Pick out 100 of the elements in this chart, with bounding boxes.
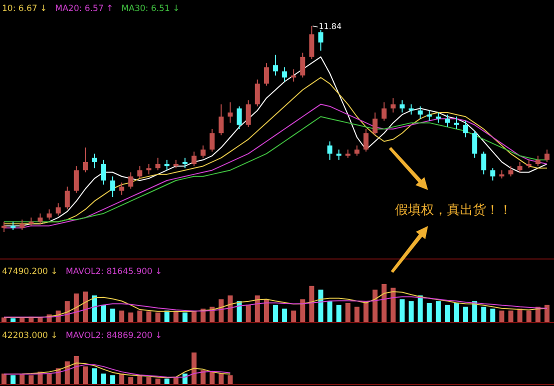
candlestick [318,30,324,52]
bar [309,286,314,322]
bar [110,308,116,322]
bar [10,375,16,384]
bar [218,374,224,384]
candlestick [192,151,197,167]
bar [354,306,360,322]
candlestick [218,104,224,136]
bar [82,366,88,384]
candlestick [74,166,79,194]
candlestick [200,144,206,158]
text: MAVOL2: 84869.200 ↓ [66,331,162,341]
bar [408,301,414,322]
candlestick [254,79,260,107]
candlestick [228,102,233,124]
bar [436,301,441,322]
candlestick [110,176,116,198]
candlestick [182,157,188,169]
candlestick [390,98,396,114]
bar [128,377,134,384]
bar [101,374,106,384]
bar [137,310,142,322]
bar [264,299,269,322]
candlestick [300,52,306,78]
bar [101,304,106,322]
bar [481,306,486,322]
bar [2,374,6,384]
candlestick [146,164,152,175]
candlestick [382,102,387,122]
candlestick [128,172,134,190]
candlestick [164,159,170,171]
candlestick [309,26,314,60]
candlestick [490,168,496,181]
candlestick [418,106,423,120]
text: MA30: 6.51 ↓ [121,4,180,14]
annotation: 假填权，真出货！！ [395,203,512,218]
bar [499,310,504,322]
bar [146,311,152,322]
bar [155,378,160,384]
text: MA20: 6.57 ↑ [55,4,114,14]
candlestick [82,147,88,173]
bar [74,294,79,322]
candlestick [372,112,378,136]
bar [155,312,160,322]
bar [92,368,97,384]
bar [128,312,134,322]
bar [463,306,468,322]
candlestick [327,140,332,160]
candlestick [282,66,288,82]
candlestick [354,144,360,156]
bar [20,374,25,384]
bar [28,375,34,384]
candlestick [2,221,6,232]
bar [82,292,88,322]
text: 10: 6.67 ↓ [2,4,48,14]
bar [472,301,478,322]
bar [372,290,378,322]
candlestick [246,100,251,128]
candlestick [38,212,43,224]
candlestick [119,182,124,196]
bar [318,290,324,322]
candlestick [264,62,269,86]
bar [46,374,52,384]
bar [400,299,405,322]
candlestick [210,128,215,152]
text: 42203.000 ↓ [2,331,58,341]
text: 47490.200 ↓ [2,267,58,277]
bar [110,375,116,384]
candlestick [436,112,441,124]
bar [426,303,432,322]
bar [282,308,288,322]
candlestick [463,120,468,138]
candlestick [364,128,368,152]
candlestick [101,159,106,186]
bar [228,295,233,322]
bar [508,310,514,322]
bar [119,374,124,384]
candlestick [56,202,61,216]
bar [544,304,550,322]
candlestick [236,106,242,130]
bar [210,372,215,384]
bar [192,352,197,384]
candlestick [454,116,459,130]
candlestick [508,166,514,177]
candlestick [481,151,486,175]
candlestick [64,186,70,210]
bar [228,375,233,384]
candlestick [291,68,296,82]
candlestick [336,149,342,160]
bar [300,299,306,322]
text: MAVOL2: 81645.900 ↓ [66,267,162,277]
bar [490,308,496,322]
bar [146,377,152,384]
bar [173,377,178,384]
bar [390,288,396,322]
candlestick [517,161,522,173]
bar [173,311,178,322]
bar [200,370,206,384]
bar [64,361,70,384]
bar [517,308,522,322]
